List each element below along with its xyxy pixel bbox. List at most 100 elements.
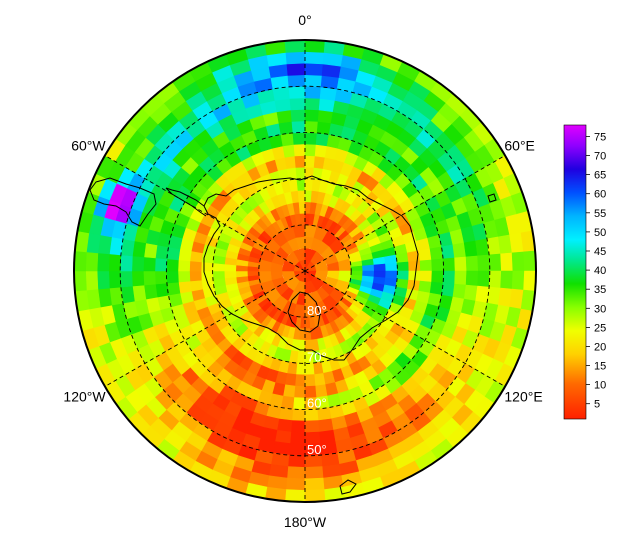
data-cell (284, 40, 306, 53)
data-cell (488, 270, 502, 289)
data-cell (298, 201, 306, 214)
data-cell (304, 51, 325, 65)
data-cell (396, 261, 410, 272)
colorbar-tick-label: 75 (594, 132, 606, 144)
data-cell (419, 259, 433, 272)
data-cell (454, 270, 468, 286)
data-cell (290, 420, 306, 434)
data-cell (511, 270, 525, 291)
data-cell (178, 280, 192, 294)
data-cell (286, 466, 306, 480)
data-cell (408, 260, 421, 272)
data-cell (154, 257, 168, 272)
colorbar-tick-label: 55 (594, 208, 606, 220)
data-cell (317, 418, 334, 433)
data-cell (155, 282, 169, 298)
data-cell (429, 246, 444, 261)
data-cell (304, 74, 323, 88)
meridian-line (304, 270, 506, 387)
data-cell (395, 252, 409, 264)
data-cell (442, 257, 456, 272)
data-cell (292, 132, 306, 145)
data-cell (96, 270, 110, 290)
data-cell (304, 120, 319, 134)
data-cell (350, 265, 364, 272)
data-cell (132, 284, 147, 302)
longitude-label: 60°E (504, 138, 535, 154)
data-cell (304, 489, 326, 502)
data-cell (287, 454, 306, 468)
colorbar-tick-label: 45 (594, 246, 606, 258)
data-cell (304, 108, 320, 122)
data-cell (304, 454, 323, 468)
colorbar-scale (563, 124, 587, 420)
colorbar-tick-label: 40 (594, 265, 606, 277)
antarctica-coastline (203, 175, 419, 361)
data-cell (463, 240, 478, 258)
meridian-line (304, 155, 506, 272)
data-cell (285, 477, 306, 491)
data-cell (304, 408, 319, 422)
colorbar-tick-label: 50 (594, 227, 606, 239)
data-cell (280, 132, 295, 147)
data-cell (286, 62, 306, 76)
longitude-label: 60°W (71, 138, 106, 154)
latitude-labels: 80° 70° 60° 50° (307, 303, 327, 457)
data-cell (488, 253, 502, 272)
data-cell (96, 252, 110, 272)
data-cell (177, 259, 191, 272)
data-cell (304, 40, 326, 53)
south-america-tip (89, 177, 157, 227)
data-cell (85, 251, 99, 272)
data-cell (313, 373, 326, 387)
data-cell (452, 242, 467, 259)
longitude-label: 120°W (63, 389, 106, 405)
latitude-circle (165, 131, 445, 411)
colorbar-tick-label: 5 (594, 399, 600, 411)
data-cell (304, 85, 322, 99)
data-cell (166, 281, 181, 296)
data-cell (465, 270, 479, 287)
data-cell (465, 255, 479, 272)
longitude-label: 120°E (504, 389, 542, 405)
data-cell (154, 270, 168, 285)
data-cell (477, 254, 491, 272)
data-cell (463, 284, 478, 302)
data-cell (441, 244, 455, 260)
data-cell (292, 397, 306, 410)
data-cell (285, 51, 306, 65)
data-cell (212, 270, 225, 280)
map-border (73, 39, 537, 503)
data-cell (304, 97, 321, 111)
data-cell (304, 316, 311, 330)
colorbar-tick-label: 65 (594, 170, 606, 182)
data-cell (189, 270, 202, 282)
data-cell (276, 418, 293, 433)
data-cell (85, 270, 99, 291)
data-cell (317, 109, 334, 124)
colorbar-ticks: 75 70 65 60 55 50 45 40 35 30 25 20 15 10 5 (586, 132, 606, 411)
data-cell (290, 108, 306, 122)
colorbar-tick-label: 60 (594, 189, 606, 201)
data-cell (166, 270, 179, 284)
data-cell (523, 270, 536, 292)
data-cell (500, 270, 514, 290)
data-cell (155, 244, 169, 260)
colorbar-tick-label: 30 (594, 303, 606, 315)
graticule (104, 40, 506, 502)
data-cell (200, 261, 214, 272)
colorbar: 75 70 65 60 55 50 45 40 35 30 25 20 15 10 5 (563, 124, 606, 420)
data-cell (189, 279, 203, 292)
data-cell (304, 420, 320, 434)
data-cell (177, 270, 191, 283)
data-cell (288, 85, 306, 99)
latitude-label: 70° (307, 349, 327, 364)
ross-ice-shelf-edge (287, 291, 321, 333)
data-cell (293, 143, 306, 157)
meridian-line (104, 270, 306, 387)
data-cell (284, 489, 306, 502)
data-cell (289, 431, 306, 445)
latitude-label: 80° (307, 303, 327, 318)
colorbar-tick-label: 10 (594, 380, 606, 392)
